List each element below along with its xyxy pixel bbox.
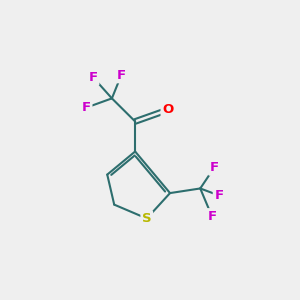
Text: F: F [82, 101, 91, 114]
Text: S: S [142, 212, 152, 225]
Text: F: F [207, 210, 216, 223]
Text: O: O [162, 103, 173, 116]
Text: F: F [117, 69, 126, 82]
Text: F: F [89, 71, 98, 84]
Text: F: F [210, 161, 219, 174]
Text: F: F [214, 189, 224, 202]
